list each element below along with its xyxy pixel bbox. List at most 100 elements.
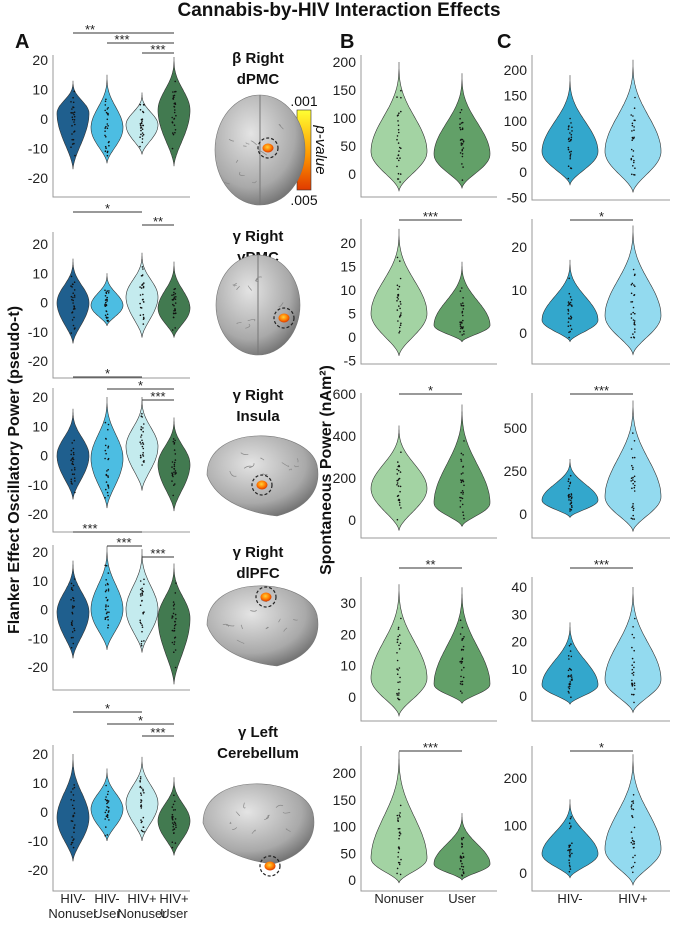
significance-label: * — [138, 713, 143, 728]
data-point — [107, 447, 109, 449]
data-point — [398, 485, 400, 487]
data-point — [397, 694, 399, 696]
y-tick-label: -20 — [28, 506, 48, 522]
data-point — [397, 682, 399, 684]
data-point — [462, 311, 464, 313]
data-point — [108, 811, 110, 813]
data-point — [106, 470, 108, 472]
data-point — [459, 331, 461, 333]
x-tick-label: HIV+ — [159, 891, 188, 906]
brain-region-2: γ RightvPMC — [216, 228, 300, 355]
y-tick-label: 0 — [40, 295, 48, 311]
data-point — [461, 453, 463, 455]
data-point — [142, 294, 144, 296]
y-tick-label: 20 — [511, 239, 527, 255]
data-point — [461, 863, 463, 865]
data-point — [140, 589, 142, 591]
data-point — [172, 841, 174, 843]
data-point — [634, 328, 636, 330]
data-point — [463, 331, 465, 333]
data-point — [399, 500, 401, 502]
data-point — [461, 692, 463, 694]
data-point — [633, 809, 635, 811]
data-point — [74, 630, 76, 632]
data-point — [460, 497, 462, 499]
data-point — [397, 636, 399, 638]
data-point — [171, 617, 173, 619]
data-point — [633, 508, 635, 510]
data-point — [571, 137, 573, 139]
data-point — [108, 292, 110, 294]
data-point — [568, 497, 570, 499]
data-point — [631, 680, 633, 682]
data-point — [74, 119, 76, 121]
data-point — [71, 637, 73, 639]
data-point — [71, 276, 73, 278]
data-point — [568, 178, 570, 180]
data-point — [400, 97, 402, 99]
data-point — [106, 299, 108, 301]
data-point — [74, 824, 76, 826]
data-point — [398, 838, 400, 840]
data-point — [108, 590, 110, 592]
data-point — [142, 452, 144, 454]
x-tick-label: HIV- — [60, 891, 85, 906]
data-point — [74, 492, 76, 494]
data-point — [105, 445, 107, 447]
data-point — [571, 304, 573, 306]
significance-label: *** — [150, 546, 165, 561]
data-point — [70, 791, 72, 793]
data-point — [570, 140, 572, 142]
data-point — [141, 413, 143, 415]
data-point — [632, 503, 634, 505]
region-label: γ Right — [233, 544, 284, 561]
data-point — [632, 432, 634, 434]
data-point — [142, 831, 144, 833]
data-point — [569, 828, 571, 830]
data-point — [633, 162, 635, 164]
data-point — [633, 336, 635, 338]
data-point — [108, 611, 110, 613]
y-tick-label: 0 — [348, 512, 356, 528]
violin — [371, 584, 427, 716]
data-point — [463, 667, 465, 669]
data-point — [630, 114, 632, 116]
data-point — [143, 583, 145, 585]
data-point — [72, 805, 74, 807]
data-point — [72, 119, 74, 121]
data-point — [140, 457, 142, 459]
data-point — [631, 158, 633, 160]
data-point — [74, 578, 76, 580]
data-point — [631, 284, 633, 286]
data-point — [105, 584, 107, 586]
data-point — [460, 112, 462, 114]
data-point — [106, 815, 108, 817]
data-point — [460, 152, 462, 154]
data-point — [174, 641, 176, 643]
data-point — [73, 131, 75, 133]
significance-label: *** — [82, 521, 97, 536]
data-point — [632, 518, 634, 520]
data-point — [400, 805, 402, 807]
data-point — [73, 452, 75, 454]
data-point — [463, 857, 465, 859]
data-point — [634, 286, 636, 288]
data-point — [106, 475, 108, 477]
data-point — [105, 295, 107, 297]
data-point — [571, 676, 573, 678]
data-point — [174, 124, 176, 126]
data-point — [567, 676, 569, 678]
data-point — [396, 300, 398, 302]
data-point — [463, 305, 465, 307]
data-point — [107, 152, 109, 154]
data-point — [632, 872, 634, 874]
data-point — [142, 142, 144, 144]
data-point — [400, 278, 402, 280]
y-tick-label: 200 — [333, 765, 357, 781]
data-point — [568, 670, 570, 672]
data-point — [570, 669, 572, 671]
data-point — [106, 311, 108, 313]
data-point — [462, 302, 464, 304]
data-point — [399, 835, 401, 837]
